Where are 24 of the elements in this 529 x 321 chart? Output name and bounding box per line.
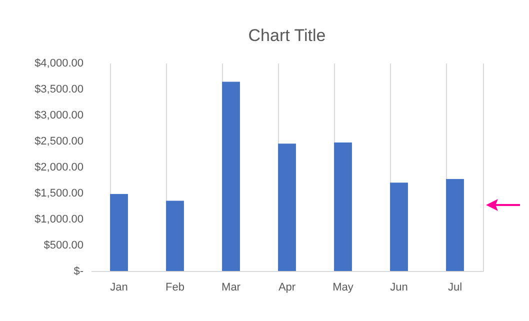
y-tick-label: $4,000.00 [34, 58, 84, 70]
bar [278, 144, 296, 271]
chart-title: Chart Title [248, 26, 326, 45]
y-tick-label: $1,000.00 [34, 214, 84, 226]
bar [334, 142, 352, 271]
bar [166, 200, 184, 271]
x-tick-label: Mar [222, 282, 241, 294]
y-tick-label: $- [74, 266, 84, 278]
y-tick-label: $500.00 [44, 240, 84, 252]
y-tick-label: $3,000.00 [34, 110, 84, 122]
x-tick-label: May [332, 282, 354, 294]
x-tick-label: Jan [110, 282, 128, 294]
bar [110, 194, 128, 271]
x-tick-label: Jul [448, 282, 462, 294]
y-tick-label: $2,500.00 [34, 136, 84, 148]
y-tick-label: $3,500.00 [34, 84, 84, 96]
x-tick-label: Jun [390, 282, 408, 294]
y-tick-label: $2,000.00 [34, 162, 84, 174]
bar [222, 82, 240, 271]
x-tick-label: Apr [278, 282, 296, 294]
y-tick-label: $1,500.00 [34, 188, 84, 200]
bar [446, 178, 464, 271]
x-tick-label: Feb [166, 282, 184, 294]
bar [390, 182, 408, 271]
